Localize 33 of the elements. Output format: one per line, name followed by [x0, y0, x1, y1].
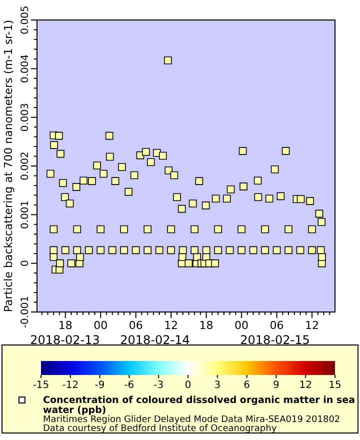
y-axis-title: Particle backscattering at 700 nanometers (m-1 sr-1) [2, 20, 15, 312]
x-tick-label: 18 [199, 319, 214, 332]
x-tick-label: 12 [164, 319, 178, 332]
y-tick-label: 0.002 [20, 152, 31, 180]
text: 2018-02-13 [30, 333, 100, 347]
color-bar-title: Concentration of coloured dissolved organic matter in sea water (ppb) [43, 395, 355, 416]
color-bar-label: -3 [154, 380, 164, 391]
color-bar-label: 12 [299, 380, 312, 391]
x-tick-label: 12 [305, 319, 319, 332]
text: 2018-02-15 [240, 333, 310, 347]
color-bar-label: -15 [32, 380, 50, 391]
x-tick-label: 00 [234, 319, 249, 332]
x-tick-label: 06 [270, 319, 284, 332]
color-bar-label: 0 [184, 380, 192, 391]
color-bar-label: 15 [328, 380, 342, 391]
color-bar-label: -9 [94, 380, 105, 391]
y-tick-label: 0.004 [20, 54, 31, 83]
x-tick-label: 00 [94, 319, 108, 332]
y-tick-label: 0.005 [20, 6, 31, 34]
text: Data courtesy of Bedford Institute of Oceanography [43, 424, 278, 434]
y-tick-label: 0 [20, 260, 31, 267]
x-tick-label: 06 [128, 319, 143, 332]
color-bar-label: 3 [214, 380, 221, 391]
y-tick-label: 0.001 [20, 200, 31, 229]
x-tick-label: 18 [58, 319, 72, 332]
text: 2018-02-14 [120, 333, 190, 347]
color-bar-label: -12 [62, 380, 79, 391]
y-tick-label: 0.003 [20, 103, 31, 132]
color-bar-label: -6 [124, 380, 134, 391]
text: Maritimes Region Glider Delayed Mode Data Mira-SEA019 201802 [43, 415, 340, 425]
color-bar-label: 6 [244, 380, 250, 391]
y-tick-label: -0.001 [20, 296, 31, 328]
color-bar-label: 9 [273, 380, 280, 391]
